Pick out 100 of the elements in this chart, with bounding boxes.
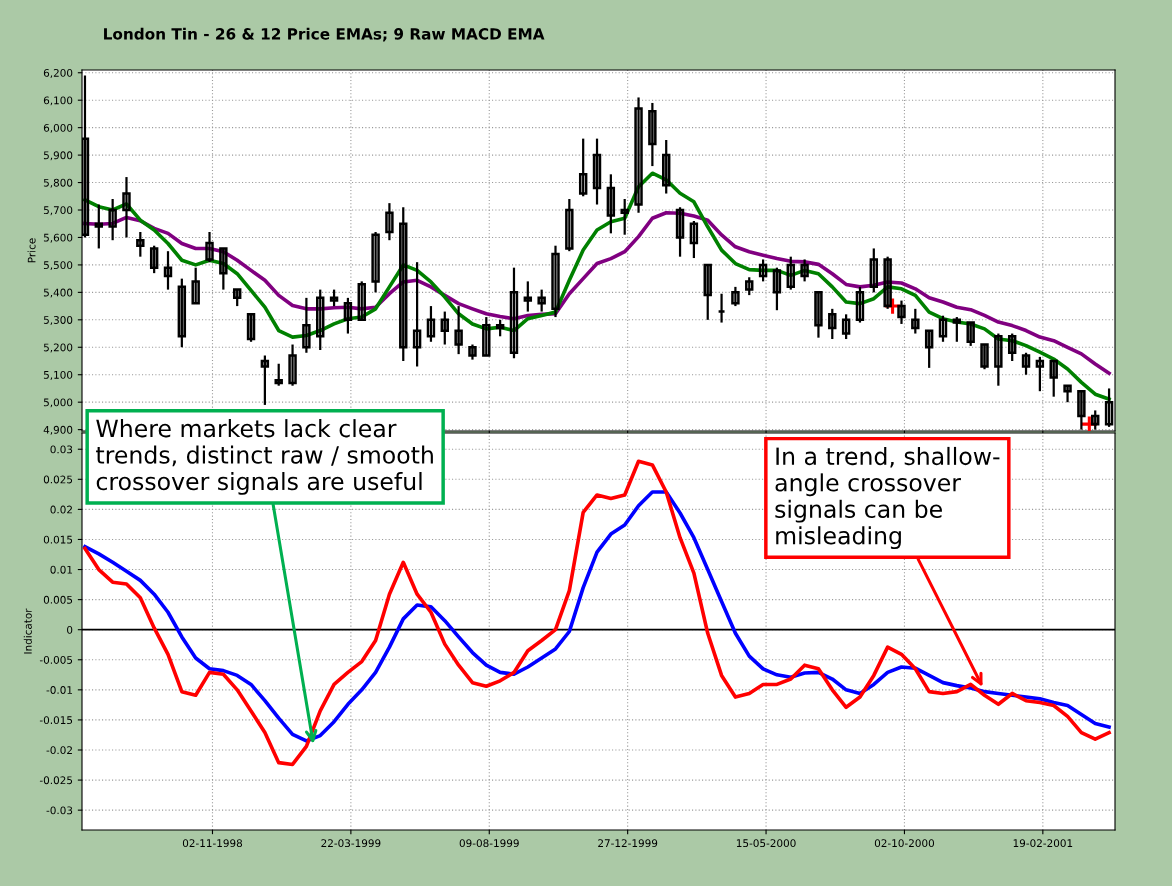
candlestick xyxy=(302,296,311,354)
candlestick xyxy=(828,307,837,341)
candlestick xyxy=(537,288,546,313)
annotation: In a trend, shallow- angle crossover signals can be misleading xyxy=(775,446,1000,550)
candlestick xyxy=(412,261,422,368)
candlestick xyxy=(772,266,782,312)
candlestick xyxy=(426,304,436,343)
y-tick-label: 5,200 xyxy=(43,343,73,353)
candlestick xyxy=(675,206,685,258)
candlestick xyxy=(1049,359,1058,398)
candlestick xyxy=(136,230,145,258)
y-tick-label: 5,700 xyxy=(43,206,73,216)
y-tick-label: -0.02 xyxy=(46,746,72,755)
candlestick xyxy=(122,175,131,239)
candlestick xyxy=(357,280,366,322)
candlestick xyxy=(274,362,283,387)
y-tick-label: 5,600 xyxy=(43,233,73,243)
candlestick xyxy=(897,299,906,326)
y-tick-label: 0.02 xyxy=(50,505,72,514)
chart-title: London Tin - 26 & 12 Price EMAs; 9 Raw MACD EMA xyxy=(104,27,545,42)
y-axis-title: Price xyxy=(27,238,36,263)
y-tick-label: 5,300 xyxy=(43,316,73,325)
candlestick xyxy=(814,291,823,339)
candlestick xyxy=(1021,351,1031,376)
candlestick xyxy=(689,219,699,260)
candlestick xyxy=(703,263,712,321)
y-tick-label: 5,900 xyxy=(43,151,73,161)
candlestick xyxy=(786,255,795,291)
y-tick-label: -0.03 xyxy=(46,806,73,815)
candlestick xyxy=(952,315,962,343)
candlestick xyxy=(648,101,657,168)
candlestick xyxy=(634,96,643,214)
y-tick-label: 0.005 xyxy=(43,595,73,604)
y-tick-label: 6,200 xyxy=(43,68,73,78)
y-axis-title: Indicator xyxy=(23,608,32,654)
candlestick xyxy=(343,296,353,335)
y-tick-label: -0.025 xyxy=(39,776,73,785)
annotation: Where markets lack clear trends, distinct raw / smooth crossover signals are useful xyxy=(96,419,433,495)
candlestick xyxy=(800,258,809,283)
y-tick-label: -0.015 xyxy=(39,716,73,725)
y-tick-label: 0.025 xyxy=(43,475,73,484)
candlestick xyxy=(94,203,104,250)
candlestick xyxy=(592,137,602,206)
x-tick-label: 19-02-2001 xyxy=(1013,839,1073,848)
x-tick-label: 02-11-1998 xyxy=(182,839,243,848)
x-tick-label: 27-12-1999 xyxy=(598,839,658,848)
candlestick xyxy=(509,266,519,360)
y-tick-label: 0 xyxy=(67,625,73,634)
candlestick xyxy=(468,343,477,361)
candlestick xyxy=(662,138,671,195)
candlestick xyxy=(205,230,214,264)
candlestick xyxy=(288,343,297,387)
candlestick xyxy=(731,285,740,308)
candlestick xyxy=(551,244,560,319)
candlestick xyxy=(1035,355,1045,393)
candlestick xyxy=(841,313,851,341)
x-tick-label: 22-03-1999 xyxy=(321,839,381,848)
candlestick xyxy=(938,314,948,343)
y-tick-label: 6,100 xyxy=(43,96,73,106)
candlestick xyxy=(191,266,200,305)
candlestick xyxy=(1007,332,1017,363)
candlestick xyxy=(606,173,616,235)
y-tick-label: 5,000 xyxy=(43,398,73,408)
candlestick xyxy=(565,197,574,253)
candlestick xyxy=(523,280,533,313)
candlestick xyxy=(758,258,768,283)
candlestick xyxy=(440,310,449,346)
y-tick-label: -0.01 xyxy=(46,686,73,694)
candlestick xyxy=(911,307,920,335)
y-tick-label: 0.03 xyxy=(50,445,73,454)
candlestick xyxy=(620,197,629,236)
candlestick xyxy=(149,244,159,275)
candlestick xyxy=(994,332,1003,387)
candlestick xyxy=(177,277,187,349)
candlestick xyxy=(399,206,408,363)
candlestick xyxy=(371,230,380,294)
candlestick xyxy=(883,255,892,310)
y-tick-label: 5,400 xyxy=(43,288,73,298)
candlestick xyxy=(482,315,491,357)
candlestick xyxy=(980,343,989,371)
y-tick-label: 6,000 xyxy=(43,123,73,133)
candlestick xyxy=(260,354,270,407)
y-tick-label: 5,500 xyxy=(43,261,73,271)
candlestick xyxy=(924,329,934,369)
y-tick-label: -0.005 xyxy=(39,656,73,664)
candlestick xyxy=(855,285,865,324)
y-tick-label: 0.015 xyxy=(43,535,73,544)
candlestick xyxy=(219,247,228,291)
candlestick xyxy=(869,247,879,294)
candlestick xyxy=(316,288,325,352)
x-tick-label: 15-05-2000 xyxy=(736,839,796,848)
y-tick-label: 4,900 xyxy=(43,425,73,435)
x-tick-label: 09-08-1999 xyxy=(459,839,519,848)
candlestick xyxy=(108,197,117,242)
candlestick xyxy=(385,202,394,242)
y-tick-label: 5,800 xyxy=(43,178,73,188)
candlestick xyxy=(454,304,463,356)
candlestick xyxy=(163,250,173,291)
candlestick xyxy=(246,313,256,343)
candlestick xyxy=(966,321,975,348)
